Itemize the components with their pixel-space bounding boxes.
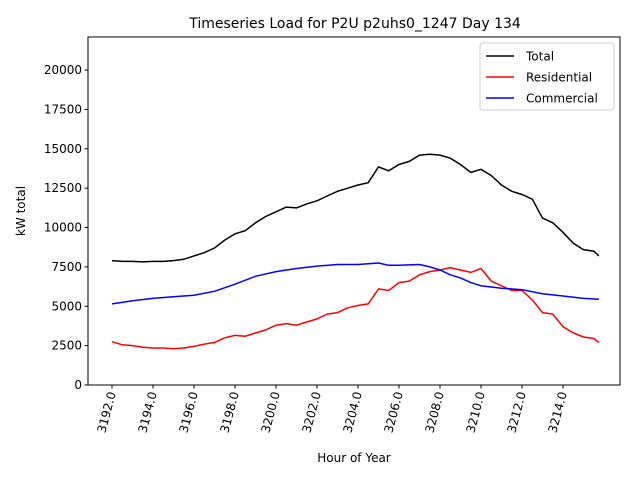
series-line-residential	[111, 266, 600, 350]
x-tick-label: 3214.0	[546, 390, 570, 434]
x-tick-label: 3212.0	[505, 390, 529, 434]
y-tick-label: 5000	[51, 299, 82, 313]
x-tick-label: 3204.0	[341, 390, 365, 434]
x-tick-label: 3208.0	[423, 390, 447, 434]
y-tick-label: 2500	[51, 339, 82, 353]
y-tick-label: 12500	[44, 181, 82, 195]
x-tick-label: 3200.0	[258, 390, 282, 434]
y-tick-label: 17500	[44, 102, 82, 116]
series-line-total	[111, 153, 600, 263]
y-tick-label: 15000	[44, 142, 82, 156]
y-tick-label: 10000	[44, 221, 82, 235]
x-tick-label: 3202.0	[300, 390, 324, 434]
y-tick-label: 20000	[44, 63, 82, 77]
y-tick-label: 0	[74, 378, 82, 392]
y-tick-label: 7500	[51, 260, 82, 274]
y-axis-label: kW total	[14, 186, 28, 236]
x-tick-label: 3194.0	[135, 390, 159, 434]
x-tick-label: 3210.0	[464, 390, 488, 434]
chart-title: Timeseries Load for P2U p2uhs0_1247 Day …	[188, 16, 521, 32]
legend: Total Residential Commercial	[479, 42, 615, 111]
legend-label-total: Total	[525, 50, 554, 64]
plot-frame	[87, 36, 621, 386]
x-tick-label: 3206.0	[382, 390, 406, 434]
legend-label-commercial: Commercial	[526, 92, 598, 106]
x-tick-label: 3196.0	[176, 390, 200, 434]
series-line-commercial	[111, 262, 599, 305]
x-tick-label: 3192.0	[94, 390, 118, 434]
legend-label-residential: Residential	[526, 71, 592, 85]
x-axis-label: Hour of Year	[317, 451, 391, 465]
legend-box	[479, 42, 615, 111]
x-tick-label: 3198.0	[217, 390, 241, 434]
